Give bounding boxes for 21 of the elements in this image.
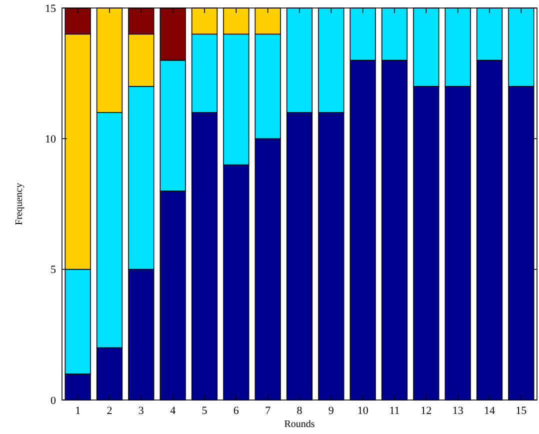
x-tick-label: 3 bbox=[138, 405, 144, 417]
x-tick-label: 11 bbox=[389, 405, 400, 417]
x-tick-label: 14 bbox=[484, 405, 496, 417]
x-tick-label: 2 bbox=[106, 405, 112, 417]
y-tick-label: 0 bbox=[50, 394, 56, 407]
y-tick-label: 10 bbox=[45, 134, 56, 146]
x-tick-label: 15 bbox=[516, 405, 528, 417]
x-tick-label: 1 bbox=[75, 405, 81, 417]
x-tick-label: 5 bbox=[202, 405, 208, 417]
y-axis-title: Frequency bbox=[14, 182, 25, 226]
x-tick-label: 13 bbox=[452, 405, 464, 417]
y-tick-label: 5 bbox=[50, 264, 56, 276]
x-tick-label: 10 bbox=[357, 405, 369, 417]
x-tick-label: 9 bbox=[328, 405, 334, 417]
x-tick-label: 7 bbox=[265, 405, 272, 417]
x-tick-label: 8 bbox=[296, 405, 303, 417]
x-tick-label: 4 bbox=[170, 405, 176, 417]
x-axis-title: Rounds bbox=[284, 419, 315, 430]
x-tick-label: 6 bbox=[233, 405, 240, 417]
y-tick-label: 15 bbox=[45, 2, 56, 15]
x-tick-label: 12 bbox=[420, 405, 432, 417]
